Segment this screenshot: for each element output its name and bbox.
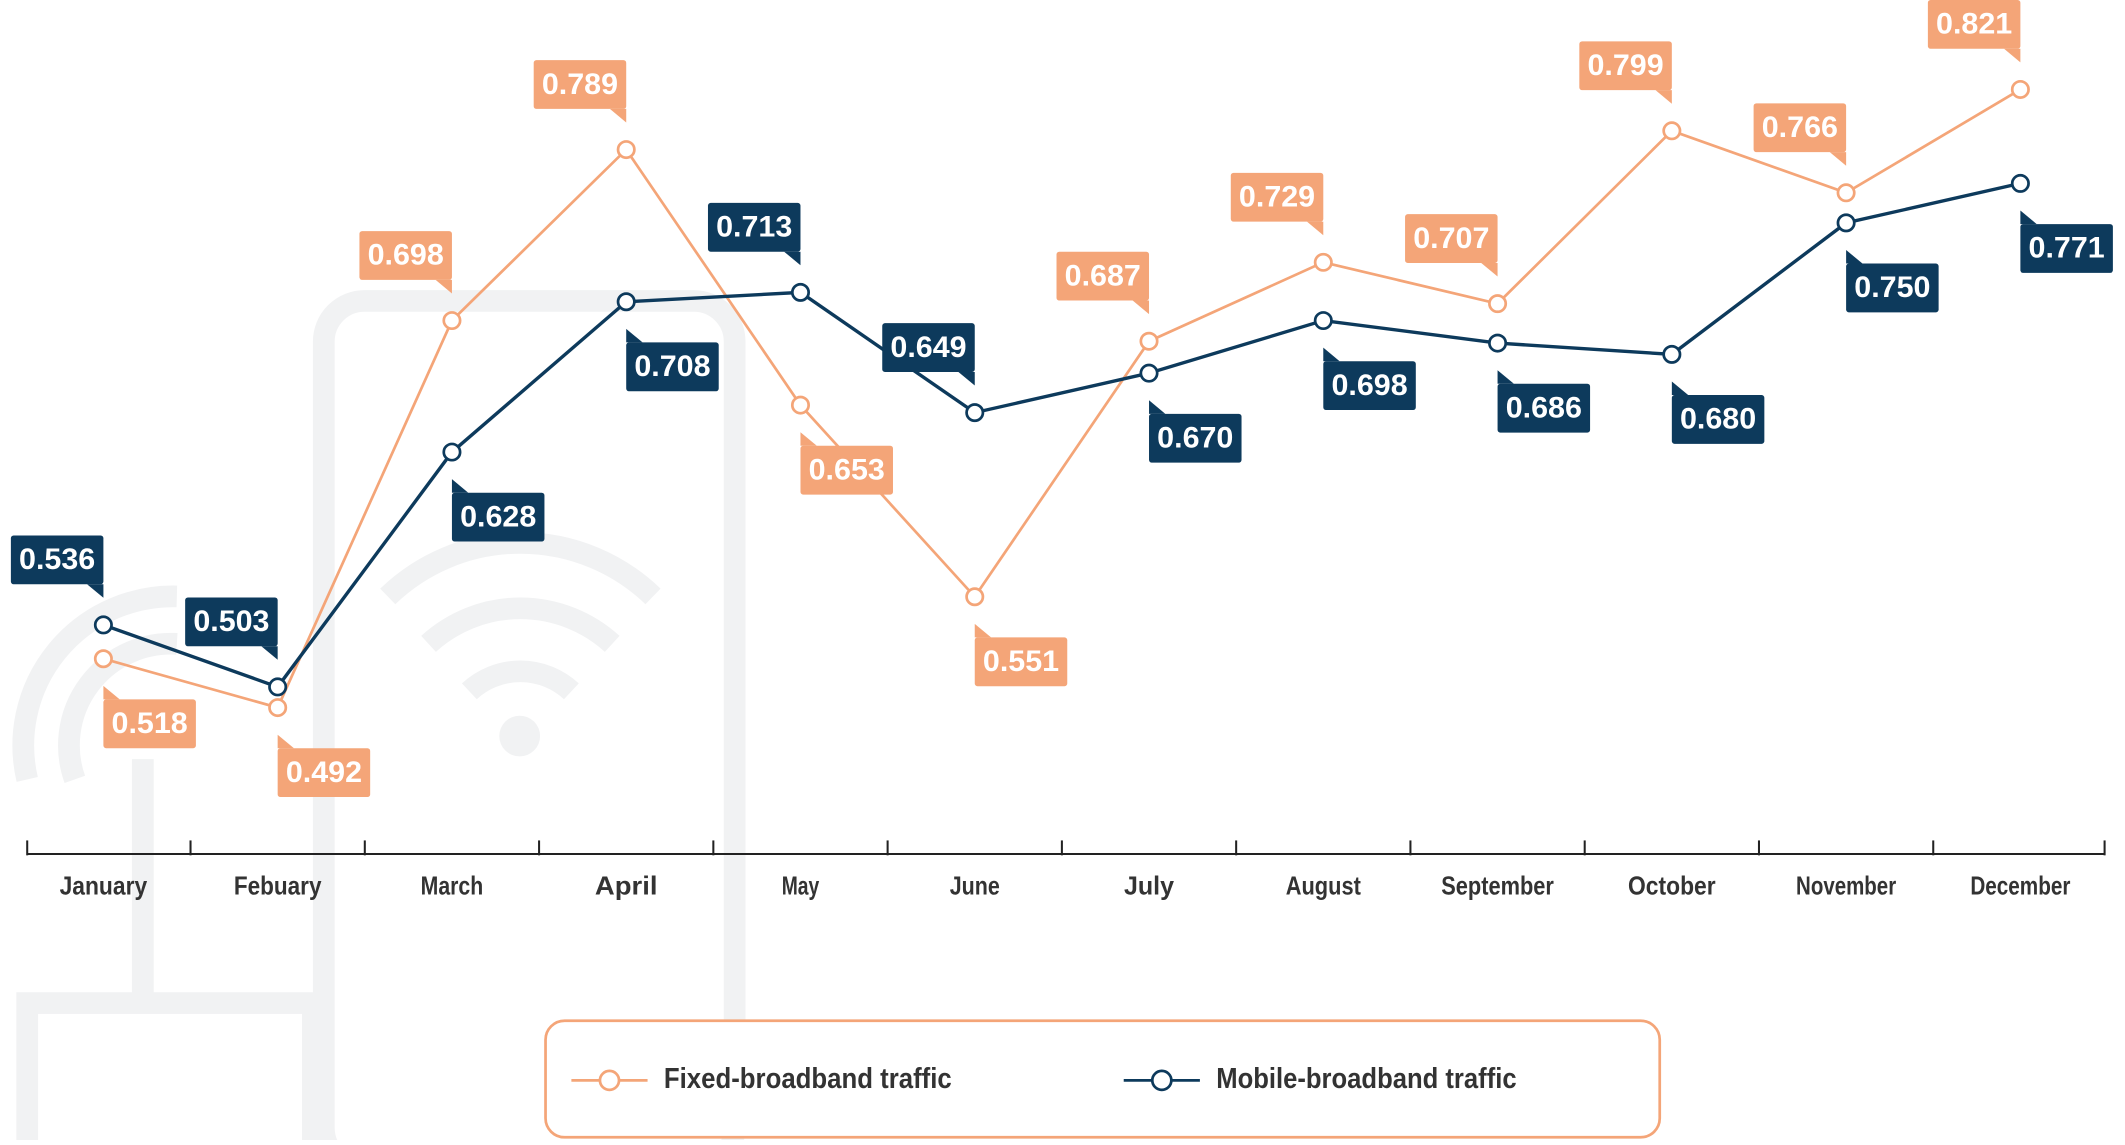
- x-tick-label: March: [421, 873, 484, 901]
- data-point: [792, 284, 808, 300]
- legend-marker: [600, 1071, 619, 1090]
- data-label: 0.649: [890, 331, 966, 364]
- label-pointer: [1323, 348, 1339, 362]
- data-label: 0.687: [1065, 259, 1141, 292]
- label-pointer: [103, 686, 119, 700]
- label-pointer: [1307, 222, 1323, 236]
- legend-label: Mobile-broadband traffic: [1216, 1063, 1517, 1095]
- background-decoration: [499, 716, 540, 757]
- label-pointer: [1846, 250, 1862, 264]
- label-pointer: [1656, 90, 1672, 104]
- data-label: 0.653: [809, 453, 885, 486]
- legend-label: Fixed-broadband traffic: [664, 1063, 952, 1095]
- data-label: 0.708: [634, 350, 710, 383]
- label-pointer: [1481, 263, 1497, 277]
- data-label: 0.628: [460, 500, 536, 533]
- data-point: [444, 444, 460, 460]
- data-label: 0.680: [1680, 403, 1756, 436]
- data-point: [270, 699, 286, 715]
- x-tick-label: June: [950, 873, 1000, 901]
- x-tick-label: Febuary: [234, 873, 322, 901]
- data-point: [967, 404, 983, 420]
- label-pointer: [1149, 400, 1165, 414]
- data-point: [444, 312, 460, 328]
- data-point: [1141, 333, 1157, 349]
- label-pointer: [1133, 301, 1149, 315]
- data-label: 0.698: [368, 239, 444, 272]
- data-point: [618, 294, 634, 310]
- page: {"chart_data":{"type":"line", "categorie…: [0, 0, 2125, 1145]
- data-label: 0.771: [2029, 232, 2105, 265]
- data-label: 0.713: [716, 211, 792, 244]
- data-point: [2012, 81, 2028, 97]
- x-tick-label: October: [1628, 873, 1716, 901]
- data-point: [1315, 254, 1331, 270]
- data-label: 0.670: [1157, 422, 1233, 455]
- label-pointer: [1672, 381, 1688, 395]
- data-point: [1838, 215, 1854, 231]
- data-point: [1489, 335, 1505, 351]
- label-pointer: [261, 646, 277, 660]
- label-pointer: [278, 735, 294, 749]
- data-point: [270, 679, 286, 695]
- label-pointer: [452, 479, 468, 493]
- data-point: [1838, 185, 1854, 201]
- data-point: [1141, 365, 1157, 381]
- data-point: [792, 397, 808, 413]
- x-tick-label: January: [60, 873, 148, 901]
- label-pointer: [975, 624, 991, 638]
- data-label: 0.729: [1239, 181, 1315, 214]
- data-label: 0.492: [286, 756, 362, 789]
- chart: January Febuary March April May June July Augus…: [0, 0, 2125, 1140]
- data-label: 0.789: [542, 68, 618, 101]
- data-label: 0.707: [1413, 222, 1489, 255]
- data-point: [1489, 296, 1505, 312]
- data-point: [1664, 346, 1680, 362]
- x-tick-label: July: [1124, 873, 1175, 901]
- x-tick-label: September: [1441, 873, 1554, 901]
- label-pointer: [784, 252, 800, 266]
- x-tick-label: November: [1796, 873, 1896, 901]
- x-tick-label: August: [1286, 873, 1361, 901]
- data-label: 0.518: [112, 707, 188, 740]
- label-pointer: [958, 372, 974, 386]
- label-pointer: [800, 432, 816, 446]
- legend-marker: [1152, 1071, 1171, 1090]
- data-label: 0.750: [1854, 271, 1930, 304]
- data-label: 0.799: [1587, 49, 1663, 82]
- data-label: 0.503: [193, 605, 269, 638]
- data-point: [1664, 123, 1680, 139]
- data-point: [1315, 312, 1331, 328]
- x-tick-label: May: [782, 873, 820, 901]
- data-point: [95, 617, 111, 633]
- data-point: [618, 141, 634, 157]
- data-label: 0.686: [1506, 391, 1582, 424]
- data-point: [95, 651, 111, 667]
- label-pointer: [2020, 211, 2036, 225]
- data-label: 0.536: [19, 543, 95, 576]
- label-pointer: [1830, 152, 1846, 166]
- label-pointer: [2004, 49, 2020, 63]
- label-pointer: [626, 329, 642, 343]
- label-pointer: [610, 109, 626, 123]
- label-pointer: [87, 584, 103, 598]
- data-label: 0.821: [1936, 8, 2012, 41]
- x-tick-label: December: [1970, 873, 2070, 901]
- data-label: 0.766: [1762, 111, 1838, 144]
- data-point: [967, 589, 983, 605]
- data-point: [2012, 175, 2028, 191]
- label-pointer: [1498, 370, 1514, 384]
- x-tick-label: April: [595, 873, 658, 901]
- data-label: 0.698: [1331, 369, 1407, 402]
- data-label: 0.551: [983, 645, 1059, 678]
